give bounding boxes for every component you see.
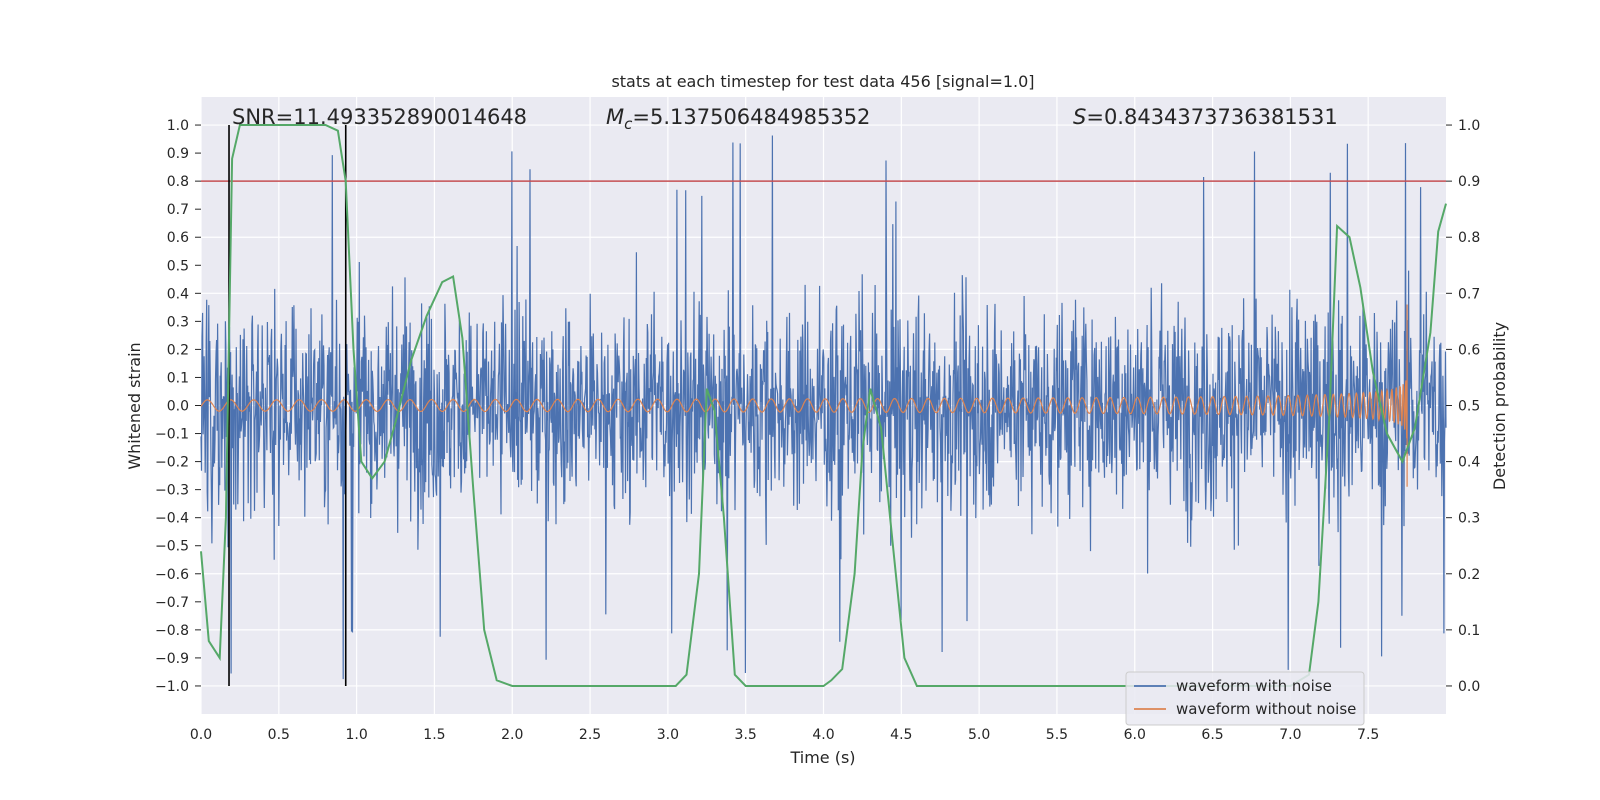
y-tick-label: 0.3 [167,314,189,330]
y-tick-label: −0.9 [155,651,189,667]
s-value: =0.8434373736381531 [1086,105,1337,129]
s-annotation: S=0.8434373736381531 [1073,105,1338,129]
x-tick-label: 6.5 [1201,727,1223,743]
chart-title: stats at each timestep for test data 456… [611,72,1034,91]
y2-tick-label: 1.0 [1458,118,1480,134]
y-tick-label: 0.4 [167,286,189,302]
y-tick-label: −0.7 [155,595,189,611]
x-tick-label: 7.0 [1279,727,1301,743]
x-tick-label: 3.0 [657,727,679,743]
y2-tick-label: 0.2 [1458,567,1480,583]
vertical-markers [228,125,347,686]
x-tick-label: 0.5 [268,727,290,743]
x-tick-label: 4.0 [812,727,834,743]
snr-annotation: SNR=11.493352890014648 [232,105,527,129]
x-axis-label: Time (s) [789,748,855,767]
y-tick-label: −1.0 [155,679,189,695]
y-tick-label: 0.7 [167,202,189,218]
y-tick-label: −0.5 [155,539,189,555]
y-tick-label: −0.1 [155,427,189,443]
y-tick-label: −0.4 [155,511,189,527]
y2-tick-label: 0.0 [1458,679,1480,695]
y2-tick-label: 0.5 [1458,399,1480,415]
series-waveform-without-noise [200,304,1408,487]
x-tick-label: 5.0 [968,727,990,743]
legend-label-clean: waveform without noise [1176,700,1356,718]
y2-tick-label: 0.4 [1458,455,1480,471]
y-axis-ticks: 1.0 0.9 0.8 0.7 0.6 0.5 0.4 0.3 0.2 0.1 0.0 −0.1 −0.… [155,118,201,695]
series-layer [200,124,1447,687]
y2-tick-label: 0.9 [1458,174,1480,190]
legend-label-noise: waveform with noise [1176,677,1332,695]
y2-tick-label: 0.1 [1458,623,1480,639]
y-tick-label: 0.5 [167,258,189,274]
y-tick-label: 0.0 [167,399,189,415]
y-tick-label: −0.8 [155,623,189,639]
y-tick-label: 0.1 [167,370,189,386]
y2-tick-label: 0.6 [1458,342,1480,358]
legend-box [1125,671,1365,726]
chirp-mass-subscript: c [624,115,633,133]
y-tick-label: −0.6 [155,567,189,583]
x-tick-label: 4.5 [890,727,912,743]
x-tick-label: 5.5 [1046,727,1068,743]
y2-axis-label: Detection probability [1490,322,1509,490]
y2-tick-label: 0.3 [1458,511,1480,527]
y-tick-label: 0.6 [167,230,189,246]
s-symbol: S [1073,105,1086,129]
y-tick-label: 0.9 [167,146,189,162]
legend: waveform with noise waveform without noi… [1125,671,1365,726]
x-tick-label: 1.5 [423,727,445,743]
x-tick-label: 0.0 [190,727,212,743]
x-tick-label: 1.0 [345,727,367,743]
x-axis-ticks: 0.0 0.5 1.0 1.5 2.0 2.5 3.0 3.5 4.0 4.5 5.0 5.5 6.0 6… [190,727,1379,743]
y2-axis-ticks: 1.0 0.9 0.8 0.7 0.6 0.5 0.4 0.3 0.2 0.1 0.0 [1446,118,1480,695]
x-tick-label: 2.5 [579,727,601,743]
y-tick-label: 0.8 [167,174,189,190]
chirp-mass-symbol: M [606,105,624,129]
series-waveform-with-noise [200,135,1447,680]
y-tick-label: 1.0 [167,118,189,134]
y-tick-label: 0.2 [167,342,189,358]
y2-tick-label: 0.8 [1458,230,1480,246]
y-tick-label: −0.2 [155,455,189,471]
x-tick-label: 2.0 [501,727,523,743]
chirp-mass-value: =5.137506484985352 [632,105,870,129]
chirp-mass-annotation: Mc=5.137506484985352 [606,105,870,133]
y2-tick-label: 0.7 [1458,286,1480,302]
x-tick-label: 3.5 [735,727,757,743]
series-detection-probability [200,124,1447,687]
x-tick-label: 6.0 [1124,727,1146,743]
y-tick-label: −0.3 [155,483,189,499]
y-axis-label: Whitened strain [125,342,144,469]
x-tick-label: 7.5 [1357,727,1379,743]
